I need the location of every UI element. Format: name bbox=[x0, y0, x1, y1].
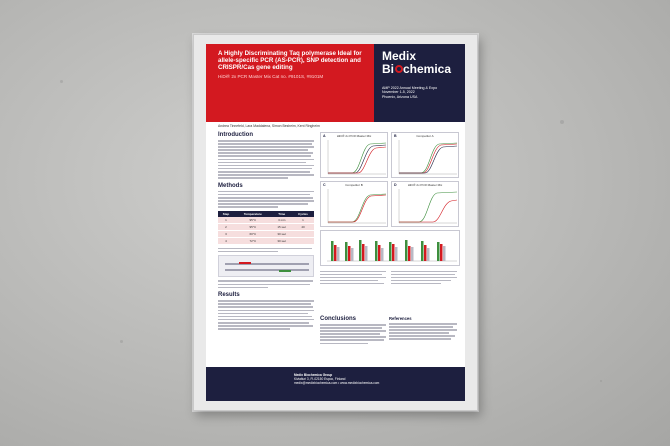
footer-address: Kiviaituri 3, FI-02150 Espoo, Finland bbox=[294, 377, 346, 382]
event-name: AMP 2022 Annual Meeting & Expo bbox=[382, 86, 438, 90]
logo-ring-icon bbox=[394, 65, 403, 73]
table-caption bbox=[218, 247, 315, 253]
company-logo: Medix Bi chemica bbox=[382, 50, 459, 76]
figure-note-right bbox=[391, 269, 459, 286]
methods-heading: Methods bbox=[218, 182, 243, 189]
schematic-icon bbox=[225, 262, 309, 273]
panel-label: B bbox=[394, 134, 397, 138]
amplification-curves-icon bbox=[398, 140, 458, 175]
figures-column: A HiDi® 2x PCR Master Mix B Competitor A bbox=[320, 132, 460, 286]
figure-panel-b: B Competitor A bbox=[391, 132, 459, 178]
title-block: A Highly Discriminating Taq polymerase I… bbox=[206, 44, 374, 122]
logo-part-b: chemica bbox=[403, 62, 452, 76]
scientific-poster: A Highly Discriminating Taq polymerase I… bbox=[206, 44, 465, 401]
table-header: Time bbox=[271, 210, 292, 217]
panel-title: Competitor B bbox=[345, 183, 363, 187]
introduction-text bbox=[218, 140, 315, 179]
table-row: 3 60°C 30 sec bbox=[218, 230, 314, 238]
footer-company: Medix Biochemica Group bbox=[294, 373, 333, 377]
amplification-curves-icon bbox=[398, 189, 458, 224]
figure-notes bbox=[320, 269, 460, 286]
wall-texture bbox=[560, 120, 564, 124]
wall-texture bbox=[120, 340, 123, 343]
results-text bbox=[218, 300, 315, 330]
pcr-protocol-table: Step Temperature Time Cycles 1 95°C 3 min 1… bbox=[218, 210, 314, 245]
table-row: 2 95°C 15 sec 40 bbox=[218, 223, 314, 231]
panel-title: HiDi® 2x PCR Master Mix bbox=[407, 183, 443, 187]
panel-label: C bbox=[323, 183, 326, 187]
figure-panel-bars bbox=[320, 230, 460, 266]
left-column: Introduction Methods Step Temperature Ti… bbox=[218, 132, 315, 331]
table-row: 4 72°C 30 sec bbox=[218, 237, 314, 245]
references-heading: References bbox=[389, 316, 412, 321]
wall-texture bbox=[60, 80, 63, 83]
table-header: Step bbox=[218, 210, 235, 217]
brand-block: Medix Bi chemica AMP 2022 Annual Meeting … bbox=[374, 44, 465, 122]
poster-header: A Highly Discriminating Taq polymerase I… bbox=[206, 44, 465, 122]
figure-panel-a: A HiDi® 2x PCR Master Mix bbox=[320, 132, 388, 178]
schematic-caption bbox=[218, 280, 315, 289]
poster-title: A Highly Discriminating Taq polymerase I… bbox=[218, 50, 362, 72]
assay-schematic-image bbox=[218, 255, 314, 278]
event-location: Phoenix, Arizona USA bbox=[382, 94, 418, 99]
introduction-heading: Introduction bbox=[218, 132, 253, 138]
panel-label: A bbox=[323, 134, 326, 138]
logo-part-a: Bi bbox=[382, 62, 394, 76]
poster-subtitle: HiDi® 2x PCR Master Mix Cat no. #9101S, … bbox=[218, 73, 324, 79]
references-block: References bbox=[389, 316, 459, 342]
logo-line-1: Medix bbox=[382, 49, 417, 63]
event-date: November 1-5, 2022 bbox=[382, 90, 415, 95]
bar-chart-icon bbox=[327, 240, 457, 262]
figure-panel-d: D HiDi® 2x PCR Master Mix bbox=[391, 181, 459, 227]
table-header: Temperature bbox=[234, 210, 272, 217]
authors-line: Andrea Tinnefeld, Lara Maddalena, Simon … bbox=[218, 124, 320, 128]
figure-note-left bbox=[320, 269, 388, 286]
results-heading: Results bbox=[218, 292, 240, 299]
figure-panel-c: C Competitor B bbox=[320, 181, 388, 227]
panel-title: Competitor A bbox=[416, 134, 434, 138]
footer-web: medix@medixbiochemica.com • www.medixbio… bbox=[294, 381, 380, 386]
amplification-curves-icon bbox=[327, 189, 387, 224]
conclusions-block: Conclusions bbox=[320, 316, 460, 346]
table-header: Cycles bbox=[291, 210, 314, 217]
conclusions-heading: Conclusions bbox=[320, 316, 357, 322]
logo-line-2: Bi chemica bbox=[382, 63, 459, 76]
panel-title: HiDi® 2x PCR Master Mix bbox=[336, 134, 372, 138]
amplification-curves-icon bbox=[327, 140, 387, 175]
table-row: 1 95°C 3 min 1 bbox=[218, 216, 314, 224]
wall-texture bbox=[600, 380, 602, 382]
poster-footer: Medix Biochemica Group Kiviaituri 3, FI-… bbox=[206, 367, 465, 401]
methods-text bbox=[218, 190, 315, 208]
amplification-plots: A HiDi® 2x PCR Master Mix B Competitor A bbox=[320, 132, 460, 227]
panel-label: D bbox=[394, 183, 397, 187]
event-info: AMP 2022 Annual Meeting & Expo November … bbox=[382, 86, 459, 99]
